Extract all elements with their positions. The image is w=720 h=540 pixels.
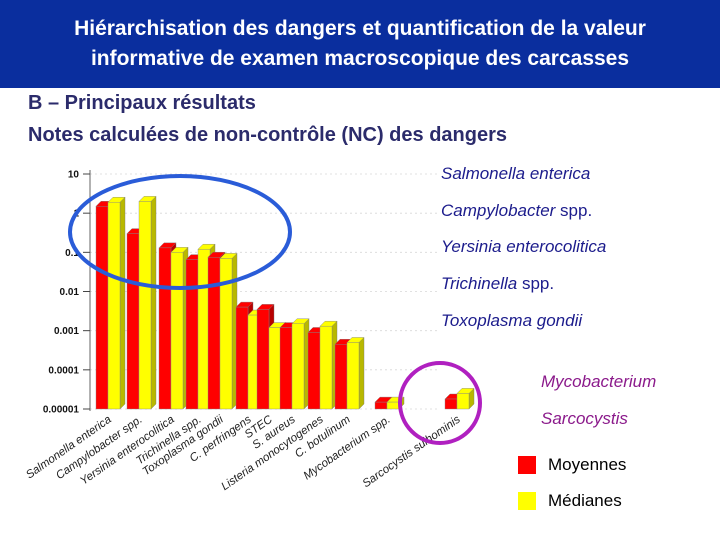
- label-mycobacterium: Mycobacterium: [541, 372, 657, 391]
- y-tick-label: 0.00001: [43, 405, 80, 416]
- legend-swatch-medianes: [518, 492, 536, 510]
- bar-front: [235, 306, 249, 410]
- bar-front: [319, 326, 333, 410]
- bar-front: [307, 332, 321, 410]
- bar-mediane: [346, 336, 365, 410]
- bar-mediane: [291, 318, 310, 410]
- bar-side: [358, 336, 365, 410]
- bar-front: [170, 252, 184, 410]
- y-tick-label: 10: [68, 170, 80, 181]
- bar-front: [138, 201, 152, 410]
- label-campylobacter: Campylobacter spp.: [441, 201, 593, 220]
- bar-front: [207, 257, 221, 410]
- bar-front: [291, 323, 305, 410]
- bar-side: [119, 196, 126, 410]
- bar-front: [334, 344, 348, 410]
- bar-mediane: [456, 387, 475, 410]
- bar-front: [185, 259, 199, 410]
- label-sarcocystis: Sarcocystis: [541, 409, 628, 428]
- label-trichinella: Trichinella spp.: [441, 274, 555, 293]
- bar-front: [268, 327, 282, 410]
- legend-swatch-moyennes: [518, 456, 536, 474]
- bar-mediane: [319, 320, 338, 410]
- bar-front: [386, 401, 400, 410]
- bar-front: [95, 206, 109, 410]
- section-heading: B – Principaux résultats: [28, 92, 256, 114]
- y-tick-label: 0.0001: [48, 365, 79, 376]
- label-salmonella: Salmonella enterica: [441, 164, 591, 183]
- bar-front: [456, 393, 470, 410]
- blue-highlight-ellipse: [68, 174, 292, 290]
- bar-front: [158, 247, 172, 410]
- y-tick-label: 0.1: [65, 248, 79, 259]
- title-line-1: Hiérarchisation des dangers et quantific…: [74, 17, 646, 40]
- bar-front: [346, 342, 360, 410]
- bar-mediane: [138, 195, 157, 410]
- purple-highlight-ellipse: [398, 361, 482, 445]
- bar-front: [374, 401, 388, 410]
- title-banner: Hiérarchisation des dangers et quantific…: [0, 0, 720, 88]
- bar-mediane: [219, 252, 238, 410]
- legend-label-moyennes: Moyennes: [548, 455, 627, 474]
- bar-front: [107, 202, 121, 410]
- bar-front: [126, 233, 140, 410]
- bar-mediane: [170, 246, 189, 410]
- title-line-2: informative de examen macroscopique des …: [90, 47, 630, 70]
- bar-side: [150, 195, 157, 410]
- bar-front: [256, 309, 270, 410]
- label-toxoplasma: Toxoplasma gondii: [441, 311, 583, 330]
- y-tick-label: 0.001: [54, 326, 79, 337]
- label-yersinia: Yersinia enterocolitica: [441, 237, 607, 256]
- bar-front: [444, 398, 458, 410]
- legend-label-medianes: Médianes: [548, 491, 622, 510]
- bar-front: [219, 258, 233, 410]
- y-tick-label: 0.01: [60, 287, 80, 298]
- section-subheading: Notes calculées de non-contrôle (NC) des…: [28, 124, 507, 146]
- bar-mediane: [107, 196, 126, 410]
- bar-front: [279, 327, 293, 410]
